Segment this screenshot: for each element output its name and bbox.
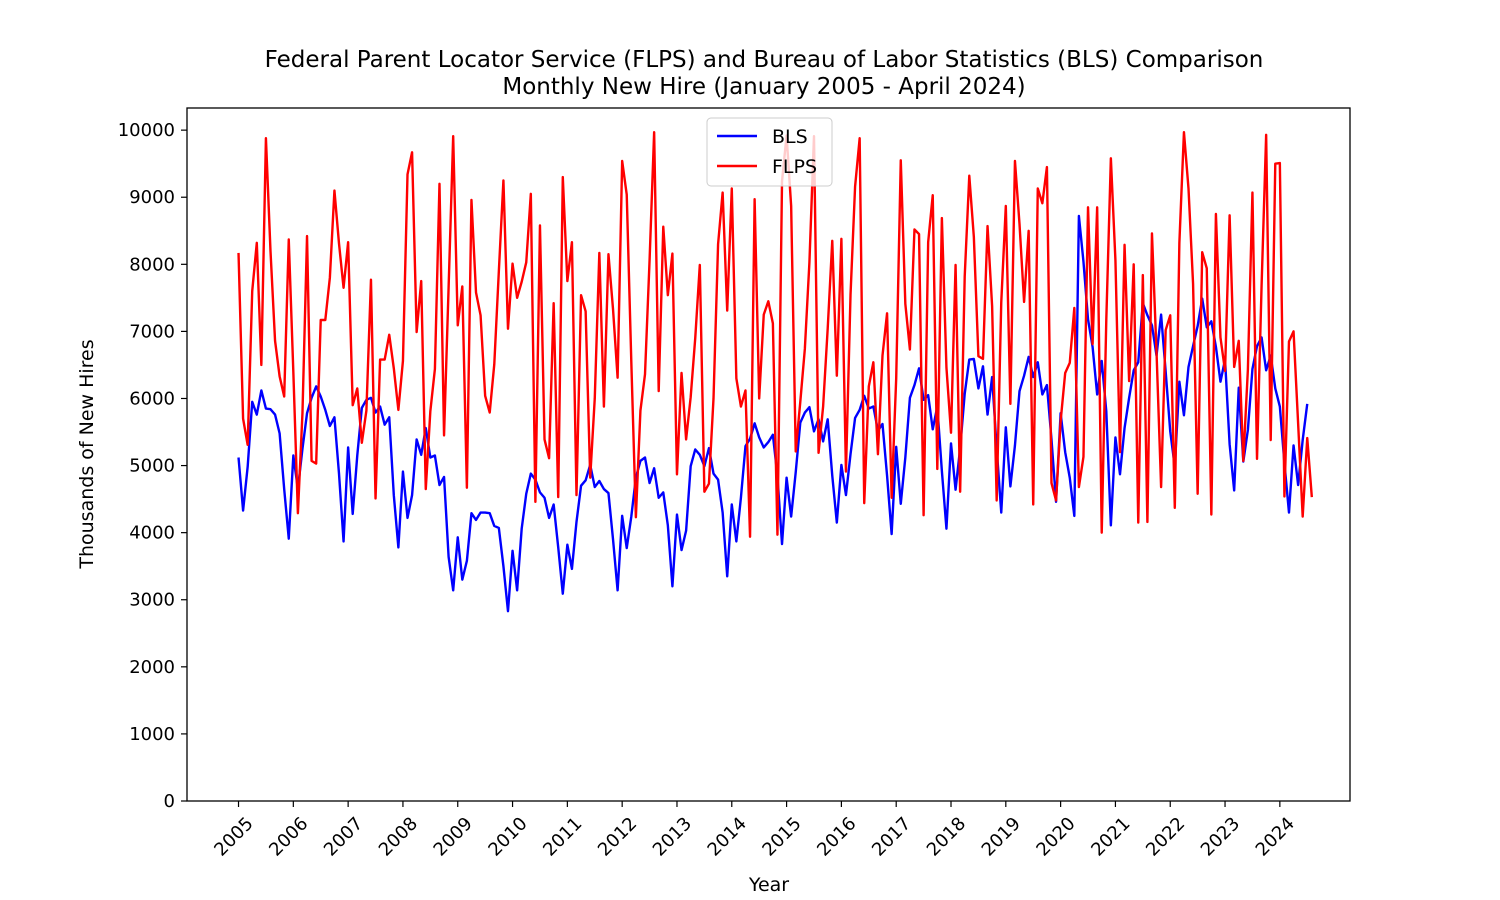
x-tick-label: 2020 — [1032, 813, 1079, 860]
plot-area — [186, 107, 1351, 802]
x-tick-label: 2006 — [265, 813, 312, 860]
x-tick-label: 2023 — [1197, 813, 1244, 860]
y-tick-label: 5000 — [129, 456, 175, 477]
x-tick-label: 2008 — [375, 813, 422, 860]
x-axis-label: Year — [748, 874, 789, 896]
x-tick-label: 2024 — [1252, 813, 1299, 860]
x-tick-label: 2010 — [484, 813, 531, 860]
x-tick-label: 2015 — [758, 813, 805, 860]
y-tick-label: 3000 — [129, 590, 175, 611]
x-tick-label: 2009 — [430, 813, 477, 860]
x-tick-label: 2021 — [1087, 813, 1134, 860]
x-tick-label: 2007 — [320, 813, 367, 860]
legend-label-flps: FLPS — [772, 156, 817, 178]
y-tick-label: 7000 — [129, 321, 175, 342]
y-tick-label: 2000 — [129, 657, 175, 678]
x-tick-label: 2018 — [923, 813, 970, 860]
x-tick-label: 2016 — [813, 813, 860, 860]
x-tick-label: 2005 — [210, 813, 257, 860]
plot-frame — [186, 107, 1351, 802]
x-tick-label: 2019 — [978, 813, 1025, 860]
y-tick-label: 8000 — [129, 254, 175, 275]
y-tick-label: 1000 — [129, 724, 175, 745]
x-tick-label: 2011 — [539, 813, 586, 860]
y-tick-label: 10000 — [118, 120, 175, 141]
x-tick-label: 2017 — [868, 813, 915, 860]
y-tick-label: 0 — [164, 791, 175, 812]
x-tick-label: 2014 — [704, 813, 751, 860]
y-tick-label: 6000 — [129, 388, 175, 409]
series-line-flps — [237, 130, 1314, 538]
y-tick-label: 4000 — [129, 523, 175, 544]
legend: BLS FLPS — [706, 117, 833, 187]
x-axis-ticks: 2005 2006 2007 2008 2009 2010 2011 2012 2013 2014… — [210, 801, 1299, 860]
series-line-bls — [237, 214, 1309, 613]
y-axis-label: Thousands of New Hires — [76, 339, 98, 569]
x-tick-label: 2022 — [1142, 813, 1189, 860]
x-tick-label: 2012 — [594, 813, 641, 860]
x-tick-label: 2013 — [649, 813, 696, 860]
chart-title: Federal Parent Locator Service (FLPS) an… — [265, 47, 1264, 73]
chart-subtitle: Monthly New Hire (January 2005 - April 2… — [502, 74, 1025, 100]
legend-label-bls: BLS — [772, 126, 808, 148]
y-tick-label: 9000 — [129, 187, 175, 208]
y-axis-ticks: 0 1000 2000 3000 4000 5000 6000 7000 8000 9000 100… — [118, 120, 187, 812]
